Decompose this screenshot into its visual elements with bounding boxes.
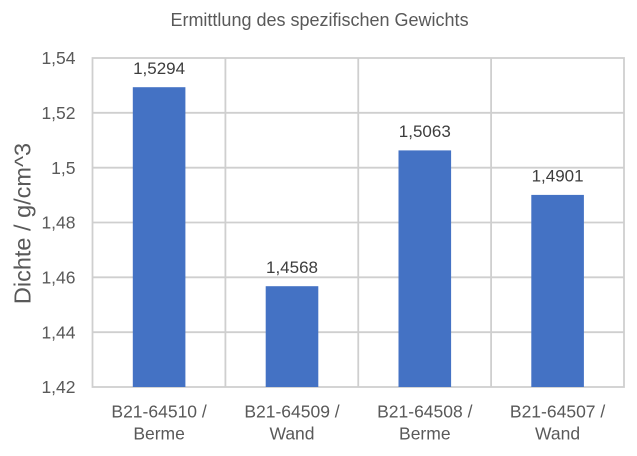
svg-text:B21-64508 /: B21-64508 /	[377, 402, 472, 422]
svg-text:Berme: Berme	[133, 424, 185, 444]
svg-text:1,48: 1,48	[41, 213, 75, 233]
svg-text:Wand: Wand	[535, 424, 580, 444]
svg-text:Berme: Berme	[399, 424, 451, 444]
svg-text:1,44: 1,44	[41, 322, 75, 342]
svg-text:1,5: 1,5	[51, 158, 75, 178]
svg-text:1,54: 1,54	[41, 48, 75, 68]
svg-text:1,46: 1,46	[41, 268, 75, 288]
svg-text:1,42: 1,42	[41, 377, 75, 397]
svg-text:1,5063: 1,5063	[399, 122, 451, 141]
svg-text:1,4568: 1,4568	[266, 258, 318, 277]
svg-text:1,4901: 1,4901	[532, 167, 584, 186]
svg-text:1,52: 1,52	[41, 103, 75, 123]
svg-text:B21-64510 /: B21-64510 /	[111, 402, 206, 422]
svg-text:B21-64507 /: B21-64507 /	[510, 402, 605, 422]
svg-text:B21-64509 /: B21-64509 /	[244, 402, 339, 422]
svg-text:1,5294: 1,5294	[133, 59, 185, 78]
svg-text:Wand: Wand	[269, 424, 314, 444]
svg-text:Dichte / g/cm^3: Dichte / g/cm^3	[10, 143, 36, 304]
svg-text:Ermittlung des spezifischen Ge: Ermittlung des spezifischen Gewichts	[170, 10, 468, 30]
